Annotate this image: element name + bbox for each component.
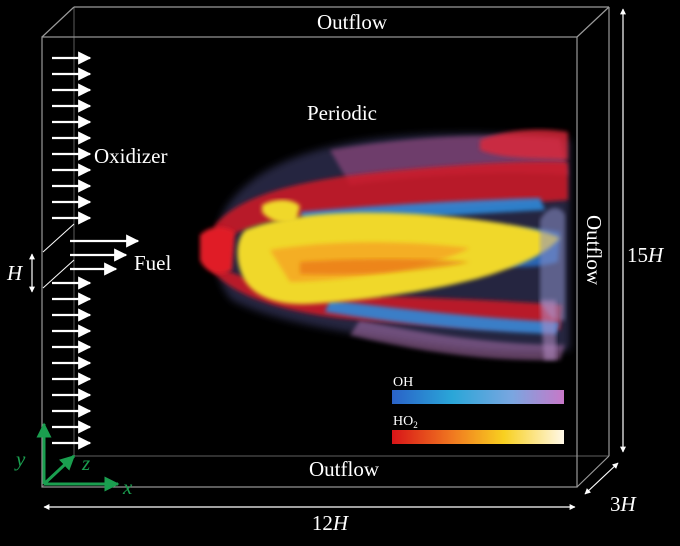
- domain-box: [41, 6, 610, 488]
- fuel-slot-lines: [42, 223, 75, 289]
- width-dimension-label: 12H: [312, 511, 350, 535]
- coordinate-axes: [36, 422, 120, 492]
- depth-dimension-label: 3H: [610, 492, 638, 516]
- z-axis-label: z: [81, 451, 90, 475]
- oxidizer-inflow-arrows: [52, 51, 92, 450]
- ho2-legend-label: HO2: [393, 414, 418, 430]
- x-axis-label: x: [122, 475, 133, 499]
- fuel-inflow-arrows: [70, 234, 140, 276]
- z-axis-arrow: [42, 454, 76, 486]
- y-axis-label: y: [14, 447, 26, 471]
- dimension-arrows: [43, 8, 626, 510]
- fuel-label: Fuel: [134, 251, 172, 275]
- height-dimension-label: 15H: [627, 243, 665, 267]
- outflow-top-label: Outflow: [317, 10, 388, 34]
- ho2-colorbar: [392, 430, 564, 444]
- slot-height-label: H: [6, 261, 24, 285]
- periodic-label: Periodic: [307, 101, 377, 125]
- outflow-bottom-label: Outflow: [309, 457, 380, 481]
- legend: OH HO2: [392, 375, 564, 444]
- oh-colorbar: [392, 390, 564, 404]
- oxidizer-label: Oxidizer: [94, 144, 167, 168]
- outflow-right-label: Outflow: [582, 215, 606, 286]
- oh-legend-label: OH: [393, 375, 413, 390]
- flame-isosurface-render: [200, 129, 570, 361]
- depth-dimension: [584, 462, 619, 495]
